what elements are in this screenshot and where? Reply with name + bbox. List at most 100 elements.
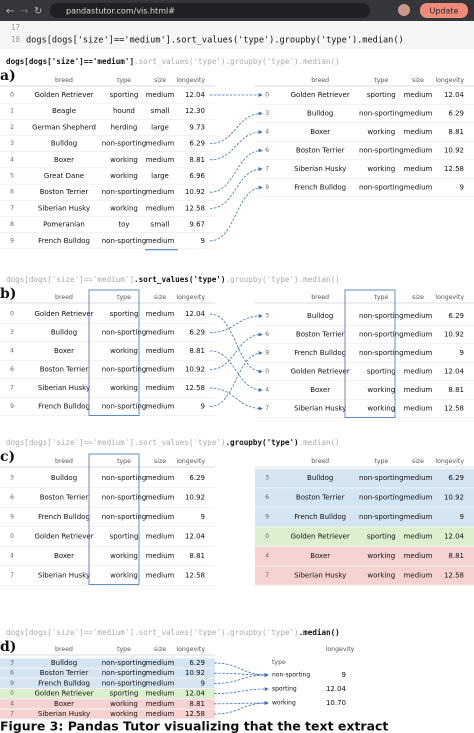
group-highlight (0, 699, 215, 709)
table-cell: Bulldog (307, 110, 333, 118)
flow-arrow (209, 350, 263, 392)
row-index: 4 (10, 553, 14, 560)
row-index: 0 (265, 368, 269, 375)
table-cell: non-sporting (359, 110, 404, 118)
row-index: 6 (10, 366, 14, 373)
flow-arrow (213, 687, 269, 694)
table-cell: medium (404, 147, 433, 155)
row-index: 3 (10, 329, 14, 336)
table-cell: medium (146, 533, 175, 541)
group-highlight (0, 678, 215, 688)
table-cell: French Bulldog (294, 513, 346, 521)
flow-arrow (213, 662, 269, 677)
table-cell: French Bulldog (38, 237, 90, 245)
code-line: dogs[dogs['size']=='medium'].sort_values… (26, 36, 404, 46)
row-index: 6 (10, 670, 14, 677)
code-segment: .median() (299, 57, 340, 66)
row-index: 7 (265, 405, 269, 412)
table-cell: 10.92 (444, 494, 464, 502)
table-cell: French Bulldog (38, 679, 90, 687)
row-index: 4 (10, 700, 14, 707)
table-cell: working (367, 128, 395, 136)
update-button[interactable] (420, 3, 468, 18)
table-cell: non-sporting (102, 679, 147, 687)
column-header: breed (55, 646, 73, 653)
row-index: 3 (265, 313, 269, 320)
table-cell: medium (146, 474, 175, 482)
row-index: 0 (10, 92, 14, 99)
table-cell: 12.04 (444, 533, 465, 541)
table-cell: Beagle (52, 107, 76, 115)
table-cell: Boxer (54, 552, 74, 560)
group-value: 9 (342, 671, 346, 679)
table-cell: 8.81 (448, 386, 464, 394)
table-cell: working (110, 156, 138, 164)
table-cell: sporting (367, 91, 396, 99)
table-cell: 6.29 (189, 659, 205, 667)
column-header: size (154, 458, 166, 465)
group-highlight (0, 709, 215, 719)
panel-code: dogs[dogs['size']=='medium'].sort_values… (6, 628, 340, 637)
table-cell: non-sporting (359, 312, 404, 320)
table-cell: medium (404, 331, 433, 339)
table-cell: medium (146, 188, 175, 196)
table-cell: German Shepherd (32, 123, 96, 131)
table-cell: French Bulldog (294, 184, 346, 192)
table-cell: 8.81 (448, 128, 464, 136)
group-highlight (255, 546, 474, 566)
table-cell: non-sporting (102, 140, 147, 148)
table-cell: French Bulldog (38, 403, 90, 411)
code-segment: .sort_values('type') (134, 275, 225, 284)
row-index: 9 (10, 514, 14, 521)
code-segment: dogs[dogs['size']=='medium'] (6, 438, 134, 447)
column-header: type (374, 294, 388, 301)
table-cell: Siberian Husky (294, 165, 346, 173)
table-cell: Siberian Husky (294, 572, 346, 580)
row-index: 6 (265, 331, 269, 338)
column-header: breed (55, 458, 73, 465)
table-cell: sporting (367, 368, 396, 376)
table-cell: medium (404, 494, 433, 502)
table-cell: medium (146, 329, 175, 337)
column-header: size (154, 294, 166, 301)
panel-label: a) (0, 68, 16, 84)
table-cell: 6.96 (189, 172, 205, 180)
group-highlight (255, 566, 474, 585)
row-index: 4 (265, 553, 269, 560)
group-key: sporting (272, 686, 297, 693)
table-cell: non-sporting (102, 403, 147, 411)
back-button[interactable]: ← (6, 6, 14, 17)
table-cell: Bulldog (51, 474, 77, 482)
address-bar[interactable] (50, 3, 370, 18)
row-index: 9 (265, 514, 269, 521)
table-cell: medium (404, 533, 433, 541)
reload-button[interactable]: ↻ (34, 6, 42, 17)
forward-button[interactable]: → (20, 6, 28, 17)
flow-arrow (213, 701, 269, 706)
table-cell: Golden Retriever (34, 533, 93, 541)
table-cell: small (151, 107, 170, 115)
table-cell: medium (404, 312, 433, 320)
table-cell: large (151, 123, 169, 131)
table-cell: non-sporting (102, 329, 147, 337)
table-cell: 12.04 (444, 91, 465, 99)
flow-arrow (213, 701, 269, 715)
column-header: longevity (435, 77, 464, 84)
table-cell: 9 (201, 403, 205, 411)
flow-arrow (209, 185, 263, 242)
table-cell: medium (146, 237, 175, 245)
column-header: longevity (326, 646, 355, 653)
table-cell: 6.29 (189, 474, 205, 482)
column-header: longevity (176, 458, 205, 465)
table-cell: non-sporting (102, 188, 147, 196)
table-cell: medium (404, 386, 433, 394)
table-cell: large (151, 172, 169, 180)
table-cell: 12.04 (185, 310, 206, 318)
table-cell: Boxer (310, 128, 330, 136)
table-cell: Boxer (54, 347, 74, 355)
row-index: 0 (10, 311, 14, 318)
table-cell: herding (111, 123, 138, 131)
avatar[interactable] (398, 4, 410, 16)
row-index: 0 (10, 533, 14, 540)
table-cell: medium (146, 140, 175, 148)
